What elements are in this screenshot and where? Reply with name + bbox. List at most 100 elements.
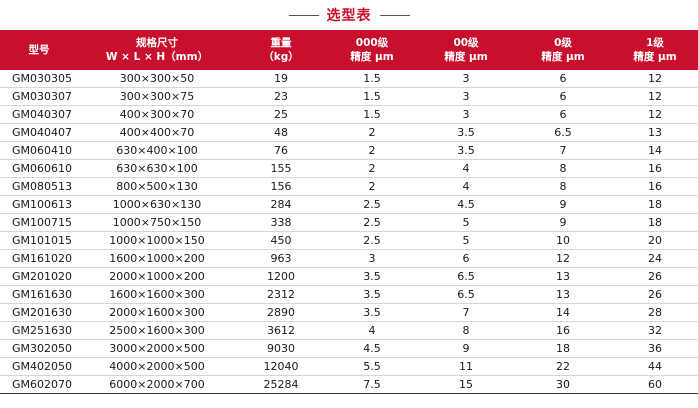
model-cell: GM161630 <box>0 285 78 305</box>
grade-00-cell: 3 <box>418 87 514 107</box>
model-cell: GM602070 <box>0 375 78 395</box>
dimensions-cell: 630×400×100 <box>78 141 236 161</box>
table-row: GM101015 1000×1000×150 450 2.5 5 10 20 <box>0 231 698 251</box>
grade-000-cell: 2.5 <box>326 213 418 233</box>
grade-0-cell: 18 <box>514 339 612 359</box>
grade-1-cell: 28 <box>612 303 698 323</box>
weight-cell: 156 <box>236 177 326 197</box>
selection-table: 型号 规格尺寸 W × L × H（mm） 重量 （kg） 000级 精度 μm 00… <box>0 30 698 395</box>
grade-0-cell: 6 <box>514 105 612 125</box>
model-cell: GM100613 <box>0 195 78 215</box>
grade-1-cell: 13 <box>612 123 698 143</box>
dimensions-cell: 300×300×75 <box>78 87 236 107</box>
grade-0-cell: 8 <box>514 159 612 179</box>
dimensions-cell: 400×300×70 <box>78 105 236 125</box>
table-row: GM602070 6000×2000×700 25284 7.5 15 30 60 <box>0 375 698 395</box>
weight-cell: 155 <box>236 159 326 179</box>
dimensions-cell: 6000×2000×700 <box>78 375 236 395</box>
grade-1-cell: 32 <box>612 321 698 341</box>
grade-00-cell: 4.5 <box>418 195 514 215</box>
model-cell: GM161020 <box>0 249 78 269</box>
model-cell: GM040407 <box>0 123 78 143</box>
table-row: GM080513 800×500×130 156 2 4 8 16 <box>0 177 698 197</box>
grade-000-cell: 1.5 <box>326 70 418 89</box>
grade-000-cell: 5.5 <box>326 357 418 377</box>
grade-1-cell: 18 <box>612 195 698 215</box>
dimensions-cell: 4000×2000×500 <box>78 357 236 377</box>
model-cell: GM402050 <box>0 357 78 377</box>
grade-00-cell: 4 <box>418 159 514 179</box>
grade-0-cell: 30 <box>514 375 612 395</box>
grade-00-cell: 5 <box>418 231 514 251</box>
header-grade-00: 00级 精度 μm <box>444 37 488 63</box>
grade-000-cell: 7.5 <box>326 375 418 395</box>
grade-0-cell: 6.5 <box>514 123 612 143</box>
grade-1-cell: 60 <box>612 375 698 395</box>
dimensions-cell: 400×400×70 <box>78 123 236 143</box>
title-left-rule <box>288 14 319 16</box>
table-row: GM402050 4000×2000×500 12040 5.5 11 22 44 <box>0 357 698 377</box>
table-row: GM060610 630×630×100 155 2 4 8 16 <box>0 159 698 179</box>
table-row: GM201020 2000×1000×200 1200 3.5 6.5 13 26 <box>0 267 698 287</box>
grade-00-cell: 3 <box>418 70 514 89</box>
model-cell: GM030307 <box>0 87 78 107</box>
weight-cell: 12040 <box>236 357 326 377</box>
grade-0-cell: 10 <box>514 231 612 251</box>
weight-cell: 23 <box>236 87 326 107</box>
grade-000-cell: 3.5 <box>326 267 418 287</box>
weight-cell: 450 <box>236 231 326 251</box>
table-row: GM030305 300×300×50 19 1.5 3 6 12 <box>0 70 698 89</box>
model-cell: GM060410 <box>0 141 78 161</box>
grade-1-cell: 14 <box>612 141 698 161</box>
dimensions-cell: 2500×1600×300 <box>78 321 236 341</box>
header-grade-000: 000级 精度 μm <box>350 37 394 63</box>
dimensions-cell: 1000×1000×150 <box>78 231 236 251</box>
grade-00-cell: 3 <box>418 105 514 125</box>
weight-cell: 1200 <box>236 267 326 287</box>
dimensions-cell: 2000×1600×300 <box>78 303 236 323</box>
title-row: 选型表 <box>0 0 698 30</box>
model-cell: GM040307 <box>0 105 78 125</box>
table-row: GM201630 2000×1600×300 2890 3.5 7 14 28 <box>0 303 698 323</box>
grade-00-cell: 15 <box>418 375 514 395</box>
table-row: GM251630 2500×1600×300 3612 4 8 16 32 <box>0 321 698 341</box>
header-grade-1: 1级 精度 μm <box>633 37 677 63</box>
grade-000-cell: 4 <box>326 321 418 341</box>
dimensions-cell: 630×630×100 <box>78 159 236 179</box>
grade-1-cell: 26 <box>612 285 698 305</box>
grade-000-cell: 3 <box>326 249 418 269</box>
model-cell: GM101015 <box>0 231 78 251</box>
weight-cell: 48 <box>236 123 326 143</box>
grade-000-cell: 3.5 <box>326 285 418 305</box>
model-cell: GM060610 <box>0 159 78 179</box>
grade-000-cell: 3.5 <box>326 303 418 323</box>
header-dimensions: 规格尺寸 W × L × H（mm） <box>105 37 209 63</box>
weight-cell: 19 <box>236 70 326 89</box>
grade-0-cell: 12 <box>514 249 612 269</box>
model-cell: GM080513 <box>0 177 78 197</box>
dimensions-cell: 2000×1000×200 <box>78 267 236 287</box>
table-row: GM100613 1000×630×130 284 2.5 4.5 9 18 <box>0 195 698 215</box>
weight-cell: 9030 <box>236 339 326 359</box>
weight-cell: 76 <box>236 141 326 161</box>
dimensions-cell: 1600×1000×200 <box>78 249 236 269</box>
weight-cell: 25 <box>236 105 326 125</box>
model-cell: GM201020 <box>0 267 78 287</box>
grade-1-cell: 20 <box>612 231 698 251</box>
table-row: GM161020 1600×1000×200 963 3 6 12 24 <box>0 249 698 269</box>
grade-000-cell: 2.5 <box>326 231 418 251</box>
grade-00-cell: 11 <box>418 357 514 377</box>
grade-1-cell: 12 <box>612 105 698 125</box>
header-model: 型号 <box>28 44 50 56</box>
grade-1-cell: 44 <box>612 357 698 377</box>
dimensions-cell: 1000×750×150 <box>78 213 236 233</box>
grade-000-cell: 1.5 <box>326 87 418 107</box>
grade-0-cell: 9 <box>514 213 612 233</box>
grade-000-cell: 2 <box>326 177 418 197</box>
grade-0-cell: 7 <box>514 141 612 161</box>
table-header-row: 型号 规格尺寸 W × L × H（mm） 重量 （kg） 000级 精度 μm 00… <box>0 30 698 70</box>
grade-00-cell: 6.5 <box>418 285 514 305</box>
grade-00-cell: 6 <box>418 249 514 269</box>
grade-1-cell: 12 <box>612 87 698 107</box>
model-cell: GM030305 <box>0 70 78 89</box>
